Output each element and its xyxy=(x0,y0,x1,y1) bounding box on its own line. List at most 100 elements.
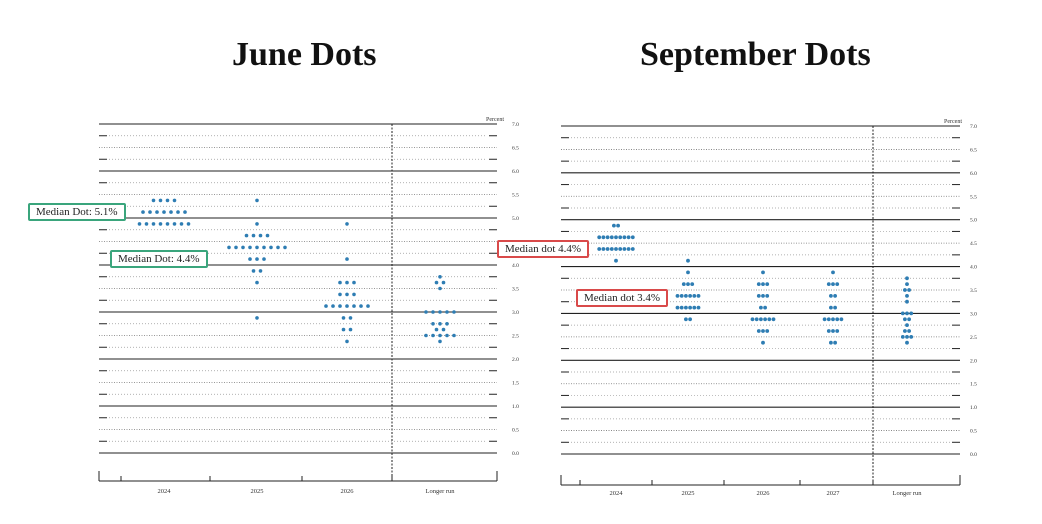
september-y-tick-label: 3.0 xyxy=(970,311,977,317)
june-dot xyxy=(341,327,346,332)
june-dot xyxy=(331,304,335,308)
september-dot xyxy=(903,329,907,333)
june-dot xyxy=(176,210,180,214)
june-y-tick-label: 6.5 xyxy=(512,146,519,152)
september-dot xyxy=(756,329,761,333)
september-dot xyxy=(679,294,684,298)
september-dot xyxy=(605,235,610,240)
june-dot xyxy=(255,316,259,320)
september-dot xyxy=(822,317,827,322)
june-dot xyxy=(438,286,442,291)
september-dot xyxy=(903,317,907,322)
september-dot xyxy=(905,294,909,298)
september-y-tick-label: 0.5 xyxy=(970,429,977,435)
september-dot xyxy=(686,258,690,263)
june-dot xyxy=(283,245,287,250)
june-dot xyxy=(255,222,259,226)
june-y-tick-label: 6.0 xyxy=(512,169,519,175)
september-dot xyxy=(905,335,909,339)
june-dot xyxy=(424,310,428,314)
june-median-annotation-text: Median Dot: 4.4% xyxy=(118,253,200,265)
september-median-annotation-text: Median dot 4.4% xyxy=(505,243,582,255)
september-dot xyxy=(761,329,765,333)
june-dot xyxy=(348,327,353,332)
june-dot xyxy=(144,222,149,226)
june-dot xyxy=(434,327,439,332)
september-dot xyxy=(759,317,763,322)
june-y-tick-label: 5.0 xyxy=(512,216,519,222)
september-dot xyxy=(616,223,620,228)
september-dot xyxy=(688,317,692,322)
september-dot xyxy=(905,323,909,327)
june-dot xyxy=(248,245,252,250)
september-dot xyxy=(833,340,837,345)
september-x-category-label: 2025 xyxy=(682,490,695,497)
june-y-tick-label: 2.5 xyxy=(512,334,519,340)
september-dot xyxy=(605,247,610,251)
june-dot xyxy=(438,322,442,326)
september-dot xyxy=(900,311,905,316)
june-dot xyxy=(359,304,363,308)
september-dot xyxy=(692,305,697,310)
june-y-tick-label: 7.0 xyxy=(512,122,519,128)
june-dot xyxy=(345,339,349,344)
september-dot xyxy=(630,247,635,251)
september-dot xyxy=(690,282,695,286)
june-dot xyxy=(158,222,163,226)
september-y-tick-label: 3.5 xyxy=(970,288,977,294)
june-dot xyxy=(172,222,177,226)
september-dot xyxy=(692,294,697,298)
june-dot xyxy=(169,210,173,214)
june-dot xyxy=(265,233,270,238)
june-dot xyxy=(251,233,256,238)
june-dot xyxy=(262,245,266,250)
september-y-tick-label: 1.5 xyxy=(970,382,977,388)
june-dot xyxy=(162,210,166,214)
june-dot xyxy=(438,310,442,314)
june-median-annotation-2025: Median Dot: 4.4% xyxy=(110,250,208,268)
september-dot xyxy=(761,270,765,275)
june-chart-title: June Dots xyxy=(232,36,377,73)
september-x-category-label: 2024 xyxy=(610,490,624,497)
september-y-axis-label: Percent xyxy=(944,119,962,125)
september-y-tick-label: 4.0 xyxy=(970,265,977,271)
september-x-category-label: 2027 xyxy=(827,490,841,497)
september-y-tick-label: 2.5 xyxy=(970,335,977,341)
june-dot xyxy=(186,222,191,226)
june-y-tick-label: 0.5 xyxy=(512,428,519,434)
june-dot xyxy=(431,310,435,314)
june-dot xyxy=(244,233,249,238)
september-dot xyxy=(905,340,909,345)
june-dot xyxy=(241,245,245,250)
june-dot xyxy=(438,275,442,279)
september-dot xyxy=(675,294,680,298)
june-dot xyxy=(172,198,177,203)
september-dot xyxy=(835,317,840,322)
september-dot xyxy=(614,258,618,263)
september-dot xyxy=(829,340,833,345)
june-dot xyxy=(255,198,259,203)
september-median-annotation-text: Median dot 3.4% xyxy=(584,292,661,304)
june-dot xyxy=(141,210,145,214)
september-y-tick-label: 5.5 xyxy=(970,194,977,200)
june-dot xyxy=(165,222,170,226)
september-dot xyxy=(826,329,831,333)
september-dot xyxy=(688,305,692,310)
september-dot xyxy=(905,282,909,286)
june-y-tick-label: 1.5 xyxy=(512,381,519,387)
june-dot xyxy=(338,280,342,285)
september-dot xyxy=(835,282,840,286)
september-dot xyxy=(761,340,765,345)
june-dot xyxy=(262,257,266,261)
september-dot xyxy=(763,305,767,310)
september-dot xyxy=(754,317,759,322)
september-dot xyxy=(826,282,831,286)
june-dot xyxy=(438,339,442,344)
june-dot xyxy=(183,210,187,214)
june-dot xyxy=(438,333,442,338)
june-dot xyxy=(345,257,349,261)
june-median-annotation-text: Median Dot: 5.1% xyxy=(36,206,118,218)
june-dot xyxy=(452,310,456,314)
june-dot xyxy=(441,280,446,285)
september-y-tick-label: 0.0 xyxy=(970,452,977,458)
